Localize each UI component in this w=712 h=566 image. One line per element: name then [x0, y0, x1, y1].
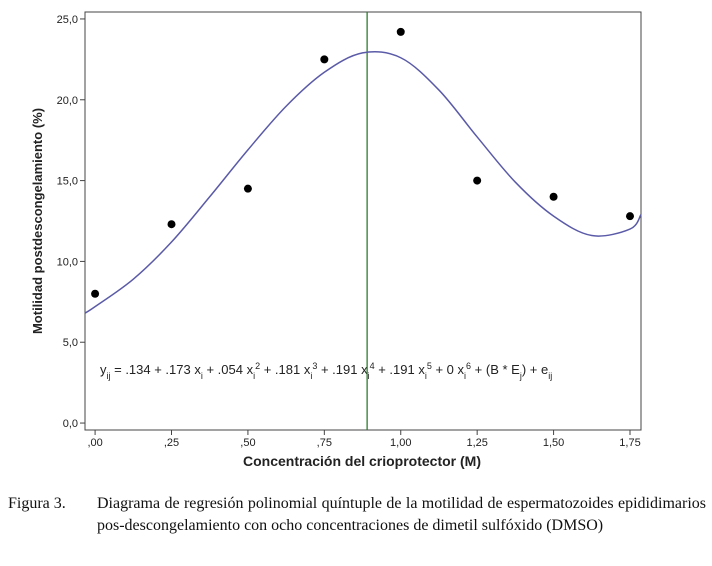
x-tick-label: ,00	[87, 437, 102, 449]
x-tick-label: ,75	[317, 437, 332, 449]
equation-text: + .181 x	[260, 362, 311, 377]
fit-curve	[84, 50, 642, 314]
equation-sub: i	[368, 371, 370, 381]
x-tick-label: 1,75	[619, 437, 640, 449]
x-tick-label: ,25	[164, 437, 179, 449]
x-tick-label: 1,00	[390, 437, 411, 449]
data-point	[243, 184, 252, 193]
y-tick-label: 5,0	[63, 337, 78, 349]
y-tick-label: 20,0	[57, 95, 78, 107]
equation-text: y	[100, 362, 107, 377]
equation-text: + .054 x	[203, 362, 254, 377]
data-point	[549, 192, 558, 201]
x-tick-label: 1,50	[543, 437, 564, 449]
equation-sub: i	[253, 371, 255, 381]
data-point	[473, 176, 482, 185]
y-tick-label: 15,0	[57, 176, 78, 188]
x-tick-label: ,50	[240, 437, 255, 449]
x-axis-label: Concentración del crioprotector (M)	[243, 453, 481, 469]
equation-text: + 0 x	[432, 362, 465, 377]
equation-text: + .191 x	[317, 362, 368, 377]
equation-text: = .134 + .173 x	[111, 362, 202, 377]
data-point	[91, 289, 100, 298]
equation-sub: j	[519, 371, 522, 381]
equation-sub: ij	[548, 371, 552, 381]
x-tick-label: 1,25	[466, 437, 487, 449]
caption-label: Figura 3.	[8, 495, 66, 512]
data-point	[320, 55, 329, 64]
caption-text: Diagrama de regresión polinomial quíntup…	[97, 495, 706, 534]
data-point	[625, 212, 634, 221]
chart: Concentración del crioprotector (M) Moti…	[30, 11, 642, 469]
y-tick-label: 0,0	[63, 418, 78, 430]
equation-sub: ij	[107, 371, 111, 381]
equation-text: ) + e	[522, 362, 548, 377]
equation-sup: 5	[427, 361, 432, 371]
y-tick-label: 25,0	[57, 14, 78, 26]
equation-sup: 6	[466, 361, 471, 371]
equation-sub: i	[201, 371, 203, 381]
equation-sup: 2	[255, 361, 260, 371]
data-point	[167, 220, 176, 229]
equation-sub: i	[464, 371, 466, 381]
equation-text: + .191 x	[375, 362, 426, 377]
equation-sub: i	[310, 371, 312, 381]
equation-text: + (B * E	[471, 362, 520, 377]
caption: Figura 3. Diagrama de regresión polinomi…	[8, 493, 706, 537]
y-tick-label: 10,0	[57, 256, 78, 268]
data-point	[396, 27, 405, 36]
equation: yij = .134 + .173 xi + .054 xi2 + .181 x…	[100, 361, 552, 381]
plot-frame	[84, 11, 642, 431]
equation-sup: 4	[370, 361, 375, 371]
y-axis-label: Motilidad postdescongelamiento (%)	[30, 108, 45, 334]
equation-sup: 3	[312, 361, 317, 371]
equation-sub: i	[425, 371, 427, 381]
